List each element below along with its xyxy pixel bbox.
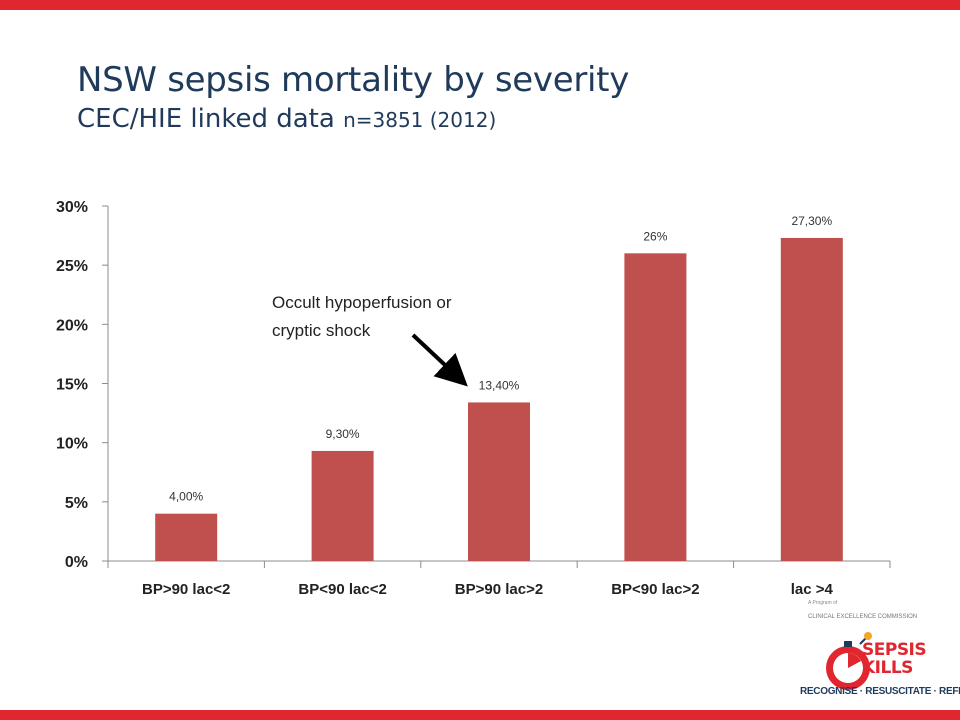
bar [624,253,687,562]
chart-bars [155,237,843,562]
stopwatch-icon [826,632,872,690]
annotation-arrow [411,333,468,387]
y-tick-label: 25% [56,258,88,275]
chart-axes: 0% 5% 10% 15% 20% 25% 30% BP>90 lac<2 BP<90 lac<… [56,199,891,598]
bar [311,450,374,561]
annotation-line-2: cryptic shock [272,321,371,340]
y-tick-label: 0% [65,554,88,571]
logo-motto: RECOGNISE · RESUSCITATE · REFER [800,686,960,697]
bar [155,513,218,561]
y-tick-label: 30% [56,199,88,216]
y-tick-label: 20% [56,317,88,334]
subtitle-main: CEC/HIE linked data [77,104,335,134]
logo-tagline: A Program of [808,600,838,606]
sepsis-kills-logo: A Program of CLINICAL EXCELLENCE COMMISS… [800,600,960,705]
logo-commission: CLINICAL EXCELLENCE COMMISSION [808,614,918,620]
y-tick-label: 15% [56,377,88,394]
x-tick-label: BP<90 lac<2 [298,581,386,598]
data-label: 9,30% [326,427,360,441]
logo-brand-kills: KILLS [862,658,913,678]
logo-brand-sepsis: SEPSIS [862,640,927,660]
slide-title: NSW sepsis mortality by severity [77,60,630,100]
x-tick-label: BP>90 lac<2 [142,581,230,598]
top-accent-bar [0,0,960,10]
data-label: 4,00% [169,490,203,504]
chart-labels: 4,00% 9,30% 13,40% 26% 27,30% [169,214,832,504]
annotation-line-1: Occult hypoperfusion or [272,293,452,312]
data-label: 13,40% [479,378,520,392]
x-tick-label: BP<90 lac>2 [611,581,699,598]
slide-subtitle: CEC/HIE linked data n=3851 (2012) [77,104,496,134]
subtitle-detail: n=3851 (2012) [343,108,497,132]
bar [780,237,843,561]
data-label: 27,30% [791,214,832,228]
y-tick-label: 10% [56,436,88,453]
data-label: 26% [643,229,667,243]
x-tick-label: lac >4 [791,581,834,598]
bar [468,402,530,561]
x-tick-label: BP>90 lac>2 [455,581,543,598]
bottom-accent-bar [0,710,960,720]
y-tick-label: 5% [65,495,88,512]
